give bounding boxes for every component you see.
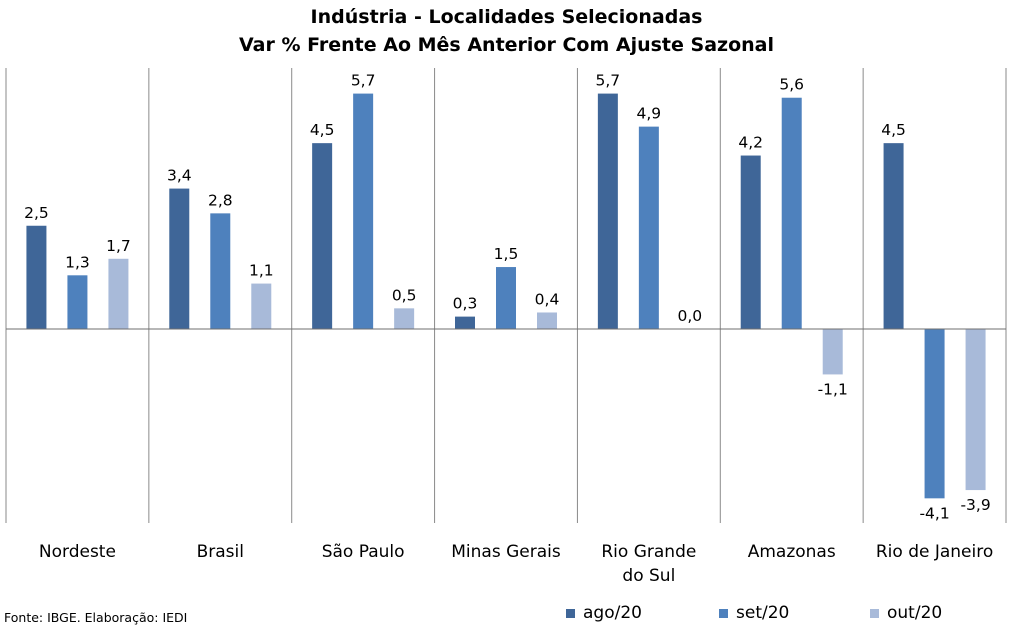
bar-set-20-4 [638,126,659,329]
data-label: 0,0 [678,307,703,325]
category-label: do Sul [622,566,675,586]
bar-out-20-2 [394,308,415,329]
bar-ago-20-1 [169,188,190,329]
bar-ago-20-6 [883,143,904,329]
bar-out-20-3 [537,312,557,329]
data-label: -1,1 [818,380,848,398]
legend-item-ago-20: ago/20 [566,603,642,623]
data-label: 1,3 [65,253,90,271]
bar-set-20-2 [353,93,374,329]
data-label: 2,8 [208,191,233,209]
category-label: Brasil [197,542,244,562]
category-label: Nordeste [39,542,116,562]
data-label: -3,9 [960,496,990,514]
chart-subtitle: Var % Frente Ao Mês Anterior Com Ajuste … [239,34,774,56]
data-label: 1,1 [249,262,274,280]
legend-swatch-set-20 [719,608,728,618]
data-label: -4,1 [919,504,949,522]
category-label: São Paulo [322,542,405,562]
bar-ago-20-3 [455,316,475,329]
legend-item-set-20: set/20 [719,603,789,623]
category-label: Rio Grande [601,542,696,562]
source-note: Fonte: IBGE. Elaboração: IEDI [4,610,188,625]
data-label: 0,4 [535,290,560,308]
bar-set-20-6 [924,329,945,499]
legend-label-out-20: out/20 [887,603,943,623]
bar-set-20-1 [210,213,231,329]
data-label: 4,2 [738,134,763,152]
legend-swatch-ago-20 [566,608,575,618]
bar-set-20-5 [781,97,802,329]
bar-ago-20-0 [26,225,47,329]
category-label: Amazonas [748,542,836,562]
bar-ago-20-4 [597,93,618,329]
bar-set-20-3 [496,267,516,329]
data-label: 0,3 [453,295,478,313]
bar-set-20-0 [67,275,88,329]
bar-out-20-6 [965,329,986,491]
data-label: 5,7 [351,72,376,90]
legend-item-out-20: out/20 [870,603,942,623]
data-label: 1,7 [106,237,131,255]
bar-ago-20-5 [740,155,761,329]
category-label: Minas Gerais [451,542,561,562]
data-label: 0,5 [392,286,417,304]
data-label: 5,6 [779,76,804,94]
category-label: Rio de Janeiro [876,542,993,562]
bar-ago-20-2 [312,143,333,329]
data-label: 5,7 [596,72,621,90]
bar-out-20-5 [822,329,843,375]
bar-out-20-0 [108,258,129,329]
data-label: 3,4 [167,167,192,185]
chart-title: Indústria - Localidades Selecionadas [310,6,703,28]
data-label: 4,5 [310,121,335,139]
data-label: 2,5 [24,204,49,222]
data-label: 4,5 [881,121,906,139]
data-label: 1,5 [494,245,519,263]
legend-label-ago-20: ago/20 [583,603,642,623]
data-label: 4,9 [637,105,662,123]
bar-out-20-1 [251,283,272,329]
legend-swatch-out-20 [870,608,879,618]
legend-label-set-20: set/20 [736,603,790,623]
